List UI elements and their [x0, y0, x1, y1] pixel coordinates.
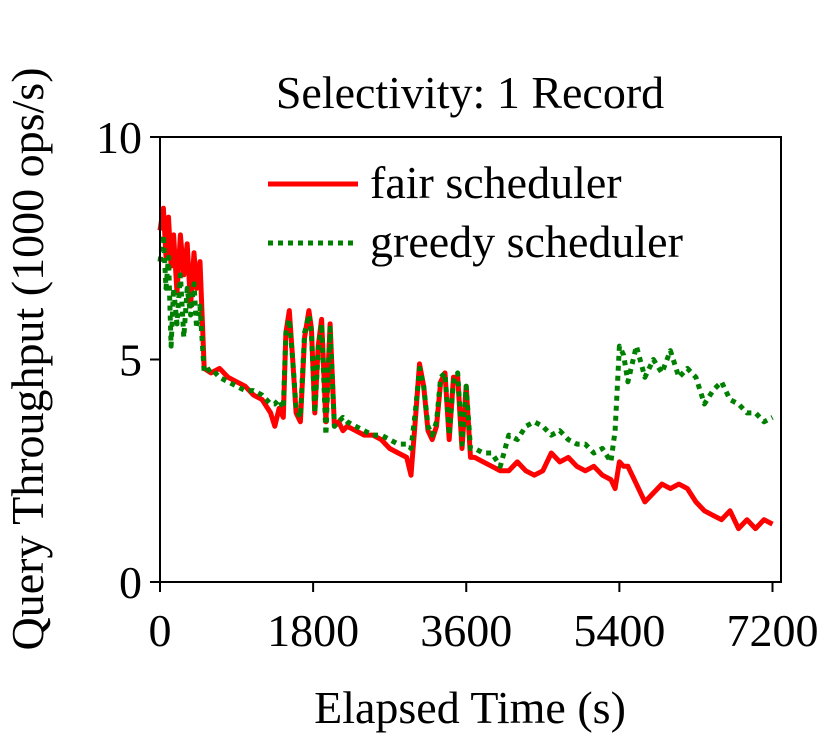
x-tick-label: 0	[149, 605, 172, 656]
series-line-greedy-scheduler	[157, 232, 774, 469]
legend: fair scheduler greedy scheduler	[268, 157, 683, 267]
y-tick-label: 0	[119, 557, 142, 608]
legend-label-greedy-scheduler: greedy scheduler	[370, 216, 683, 267]
legend-label-fair-scheduler: fair scheduler	[370, 157, 622, 208]
plot-lines	[157, 205, 774, 532]
series-line-fair-scheduler	[157, 205, 774, 532]
axis-ticks: 0 1800 3600 5400 7200 0 5 10	[96, 112, 818, 656]
chart-title: Selectivity: 1 Record	[276, 67, 664, 118]
x-tick-label: 5400	[573, 605, 665, 656]
x-tick-label: 1800	[267, 605, 359, 656]
x-axis-label: Elapsed Time (s)	[314, 682, 626, 733]
x-tick-label: 7200	[726, 605, 818, 656]
y-axis-label: Query Throughput (1000 ops/s)	[2, 67, 53, 650]
y-tick-label: 5	[119, 335, 142, 386]
y-tick-label: 10	[96, 112, 142, 163]
x-tick-label: 3600	[420, 605, 512, 656]
